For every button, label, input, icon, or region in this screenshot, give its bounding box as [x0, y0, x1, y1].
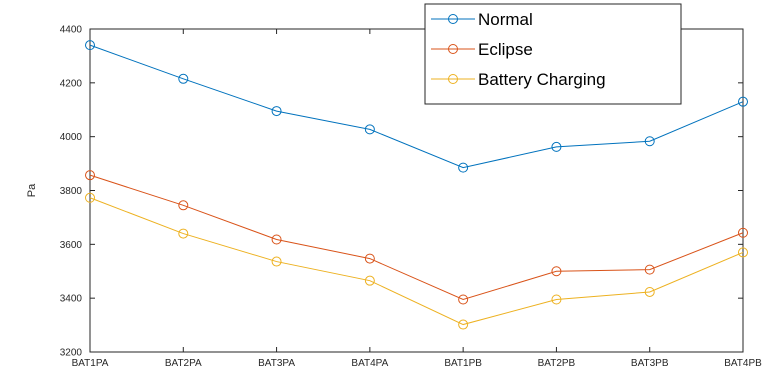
x-tick-label: BAT2PA [165, 358, 202, 369]
legend-marker [448, 14, 458, 24]
data-point [364, 275, 375, 286]
x-tick-label: BAT2PB [538, 358, 576, 369]
series-layer [85, 40, 748, 330]
x-tick-label: BAT1PA [72, 358, 109, 369]
x-axis-ticks: BAT1PA BAT2PA BAT3PA BAT4PA BAT1PB BAT2PB BAT3… [72, 29, 762, 369]
legend-box [424, 3, 682, 105]
legend-marker [448, 74, 458, 84]
series-line [89, 44, 744, 169]
y-tick-label: 4200 [60, 78, 83, 89]
data-point [271, 256, 282, 267]
data-point [271, 106, 282, 117]
series-line [89, 197, 744, 326]
y-tick-label: 3800 [60, 186, 83, 197]
data-point [458, 162, 469, 173]
data-point [364, 253, 375, 264]
data-point [644, 286, 655, 297]
data-point [644, 264, 655, 275]
series-line [89, 174, 744, 301]
y-tick-label: 3200 [60, 348, 83, 359]
legend-marker [448, 44, 458, 54]
x-tick-label: BAT3PB [631, 358, 669, 369]
legend-item: Normal [431, 10, 533, 29]
y-tick-label: 4400 [60, 25, 83, 36]
data-point [178, 73, 189, 84]
x-tick-label: BAT3PA [258, 358, 295, 369]
y-axis-label: Pa [26, 183, 38, 197]
y-tick-label: 3400 [60, 294, 83, 305]
legend-item: Battery Charging [431, 70, 606, 89]
data-point [551, 141, 562, 152]
data-point [644, 136, 655, 147]
data-point [271, 234, 282, 245]
data-point [364, 124, 375, 135]
data-point [85, 170, 95, 181]
legend-label: Normal [478, 10, 533, 29]
data-point [458, 294, 469, 305]
x-tick-label: BAT4PA [351, 358, 388, 369]
data-point [178, 228, 189, 239]
series-2 [85, 192, 748, 330]
y-tick-label: 4000 [60, 132, 83, 143]
x-tick-label: BAT1PB [444, 358, 482, 369]
series-1 [85, 170, 748, 305]
x-tick-label: BAT4PB [724, 358, 762, 369]
data-point [738, 247, 748, 258]
data-point [551, 266, 562, 277]
data-point [85, 40, 95, 51]
data-point [738, 96, 748, 107]
data-point [738, 227, 748, 238]
data-point [458, 319, 469, 330]
data-point [85, 192, 95, 203]
legend-label: Battery Charging [478, 70, 606, 89]
legend-item: Eclipse [431, 40, 533, 59]
data-point [178, 200, 189, 211]
data-point [551, 294, 562, 305]
series-0 [85, 40, 748, 173]
y-tick-label: 3600 [60, 240, 83, 251]
y-axis-ticks: 3200 3400 3600 3800 4000 4200 4400 [60, 25, 743, 359]
legend-label: Eclipse [478, 40, 533, 59]
legend: Normal Eclipse Battery Charging [424, 3, 682, 105]
